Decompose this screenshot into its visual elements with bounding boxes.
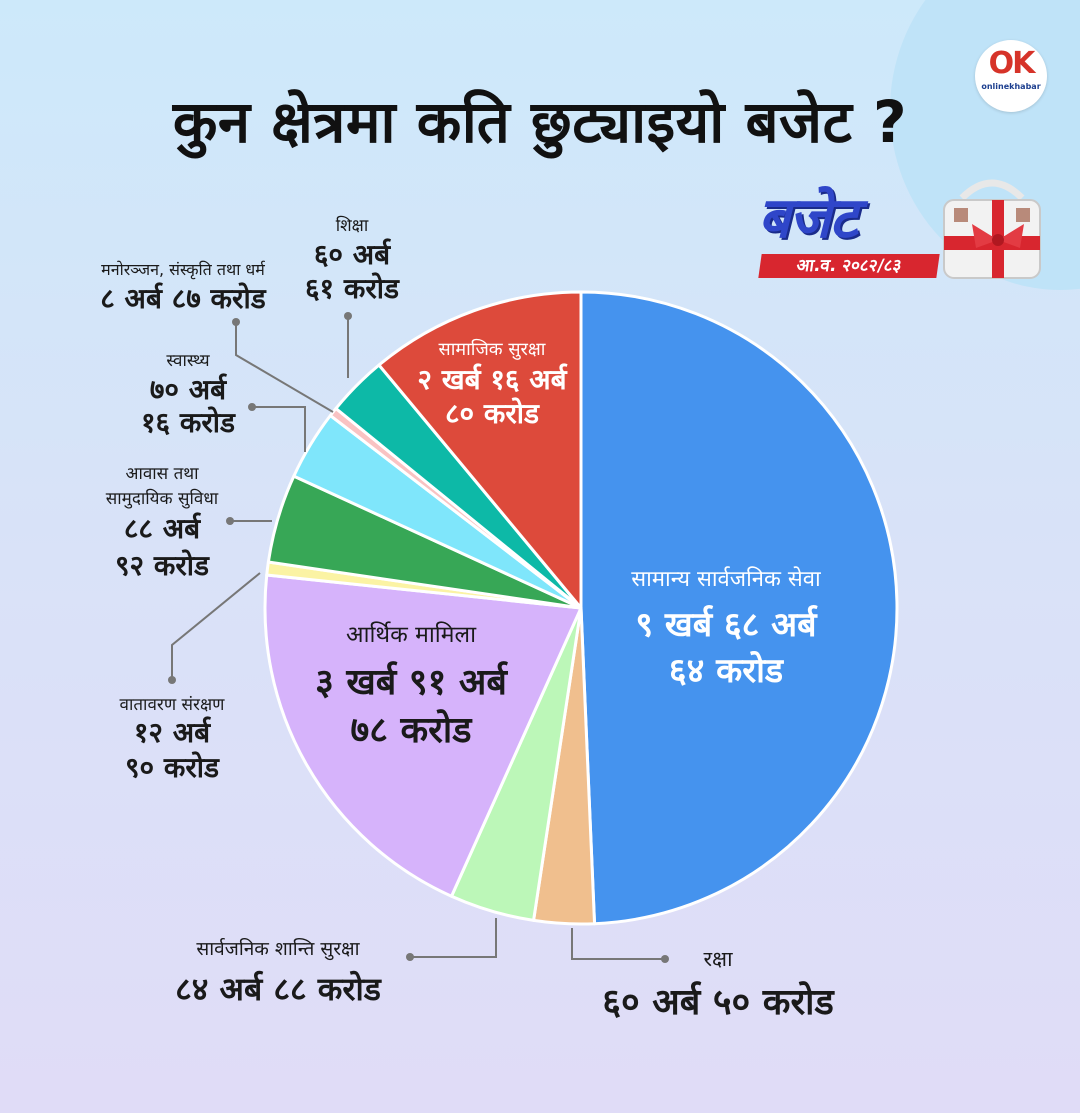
pie-slice-9 — [377, 290, 583, 610]
budget-badge: बजेट आ.व. २०८२/८३ — [752, 178, 1062, 298]
label-general-value-1: ९ खर्ब ६८ अर्ब — [635, 604, 818, 645]
page-title: कुन क्षेत्रमा कति छुट्याइयो बजेट ? — [172, 88, 908, 156]
label-social-security: सामाजिक सुरक्षा २ खर्ब १६ अर्ब ८० करोड — [417, 338, 567, 430]
label-health-name: स्वास्थ्य — [166, 351, 210, 371]
label-recreation-name: मनोरञ्जन, संस्कृति तथा धर्म — [101, 260, 266, 280]
label-general-name: सामान्य सार्वजनिक सेवा — [631, 566, 821, 592]
label-environment-value-1: १२ अर्ब — [134, 716, 211, 749]
label-education-value-2: ६१ करोड — [305, 272, 400, 305]
label-economic-affairs: आर्थिक मामिला ३ खर्ब ९१ अर्ब ७८ करोड — [315, 621, 509, 751]
label-health-value-1: ७० अर्ब — [150, 373, 227, 406]
label-housing: आवास तथा सामुदायिक सुविधा ८८ अर्ब ९२ करो… — [106, 464, 219, 582]
leader-lines — [168, 312, 669, 963]
leader-dot-recreation — [232, 318, 240, 326]
label-housing-value-2: ९२ करोड — [115, 549, 210, 582]
label-public-peace: सार्वजनिक शान्ति सुरक्षा ८४ अर्ब ८८ करोड — [175, 937, 382, 1008]
label-general-value-2: ६४ करोड — [669, 650, 785, 691]
label-social-value-1: २ खर्ब १६ अर्ब — [417, 363, 567, 396]
leader-environment — [171, 572, 261, 680]
label-peace-value: ८४ अर्ब ८८ करोड — [175, 970, 382, 1008]
pie-slices — [263, 290, 899, 926]
leader-dot-peace — [406, 953, 414, 961]
label-environment: वातावरण संरक्षण १२ अर्ब ९० करोड — [120, 695, 226, 784]
onlinekhabar-logo: OK onlinekhabar — [975, 40, 1047, 112]
leader-dot-defence — [661, 955, 669, 963]
leader-recreation — [235, 322, 334, 413]
logo-mark: OK — [988, 46, 1036, 81]
label-recreation-value: ८ अर्ब ८७ करोड — [100, 282, 267, 315]
label-environment-value-2: ९० करोड — [125, 751, 220, 784]
label-education-value-1: ६० अर्ब — [314, 238, 391, 271]
label-defence: रक्षा ६० अर्ब ५० करोड — [602, 947, 835, 1023]
label-health: स्वास्थ्य ७० अर्ब १६ करोड — [141, 351, 236, 439]
leader-defence — [571, 928, 665, 960]
label-recreation: मनोरञ्जन, संस्कृति तथा धर्म ८ अर्ब ८७ कर… — [100, 260, 267, 315]
label-health-value-2: १६ करोड — [141, 406, 236, 439]
label-peace-name: सार्वजनिक शान्ति सुरक्षा — [196, 937, 360, 961]
label-housing-value-1: ८८ अर्ब — [124, 512, 201, 545]
label-economic-value-2: ७८ करोड — [351, 709, 474, 751]
gift-bag-icon — [943, 179, 1041, 279]
leader-health — [252, 406, 306, 452]
label-general-service: सामान्य सार्वजनिक सेवा ९ खर्ब ६८ अर्ब ६४… — [631, 566, 821, 691]
leader-dot-health — [248, 403, 256, 411]
label-social-value-2: ८० करोड — [445, 397, 540, 430]
label-environment-name: वातावरण संरक्षण — [120, 695, 226, 715]
label-defence-name: रक्षा — [703, 947, 733, 971]
label-economic-value-1: ३ खर्ब ९१ अर्ब — [315, 661, 509, 703]
label-housing-name-1: आवास तथा — [125, 464, 199, 484]
label-economic-name: आर्थिक मामिला — [346, 621, 477, 648]
pie-slice-0 — [579, 290, 899, 926]
leader-dot-education — [344, 312, 352, 320]
label-education: शिक्षा ६० अर्ब ६१ करोड — [305, 215, 400, 305]
label-education-name: शिक्षा — [336, 215, 369, 236]
leader-peace — [410, 918, 497, 958]
label-housing-name-2: सामुदायिक सुविधा — [106, 488, 219, 509]
logo-wordmark: onlinekhabar — [981, 82, 1041, 91]
pie-slice-3 — [263, 573, 583, 898]
badge-word: बजेट — [758, 186, 858, 251]
leader-dot-environment — [168, 676, 176, 684]
leader-dot-housing — [226, 517, 234, 525]
label-social-name: सामाजिक सुरक्षा — [439, 338, 546, 360]
label-defence-value: ६० अर्ब ५० करोड — [602, 981, 835, 1023]
